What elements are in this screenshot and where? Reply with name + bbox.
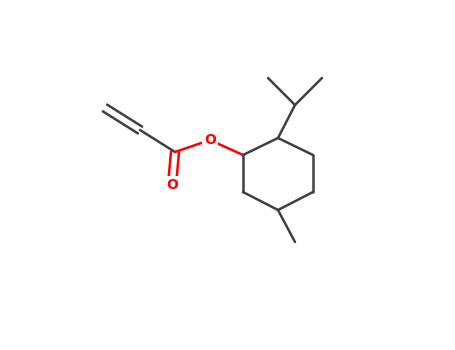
Text: O: O bbox=[204, 133, 216, 147]
Text: O: O bbox=[166, 178, 178, 192]
